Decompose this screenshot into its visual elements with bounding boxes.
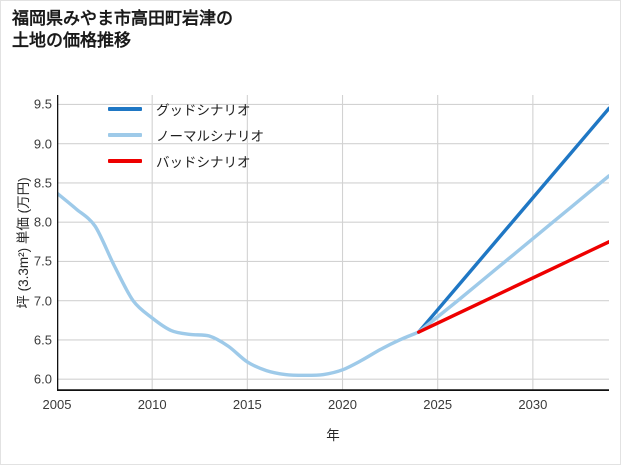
y-axis-tick-label: 7.0 <box>33 293 52 309</box>
series-line <box>416 106 609 334</box>
x-axis-tick-label: 2010 <box>137 397 167 412</box>
legend-color-swatch <box>108 133 142 137</box>
y-axis-tick-label: 8.0 <box>33 214 52 230</box>
chart-legend: グッドシナリオ ノーマルシナリオ バッドシナリオ <box>108 96 308 174</box>
x-axis-tick-label: 2015 <box>232 397 262 412</box>
y-axis-title: 坪 (3.3m²) 単価 (万円) <box>0 0 31 308</box>
y-axis-tick-label: 9.5 <box>33 96 52 112</box>
legend-color-swatch <box>108 107 142 111</box>
legend-color-swatch <box>108 159 142 163</box>
y-axis-tick-label: 9.0 <box>33 136 52 152</box>
legend-item[interactable]: グッドシナリオ <box>108 96 308 122</box>
legend-item-label: グッドシナリオ <box>156 103 251 118</box>
y-axis-tick-label: 6.5 <box>33 332 52 348</box>
x-axis-tick-labels: 2005 2010 2015 2020 2025 2030 <box>43 397 609 417</box>
x-axis-tick-label: 2030 <box>518 397 548 412</box>
gridlines <box>57 95 609 391</box>
y-axis-tick-label: 7.5 <box>33 253 52 269</box>
y-axis-tick-label: 8.5 <box>33 175 52 191</box>
x-axis-tick-label: 2005 <box>42 397 72 412</box>
series-lines <box>57 106 609 378</box>
plot-svg <box>57 95 609 391</box>
series-line <box>416 240 609 334</box>
legend-item-label: ノーマルシナリオ <box>156 129 264 144</box>
series-line <box>416 174 609 334</box>
y-axis-tick-label: 6.0 <box>33 371 52 387</box>
plot-area <box>57 95 609 391</box>
legend-item[interactable]: バッドシナリオ <box>108 148 308 174</box>
x-axis-tick-label: 2025 <box>423 397 453 412</box>
legend-item[interactable]: ノーマルシナリオ <box>108 122 308 148</box>
x-axis-tick-label: 2020 <box>328 397 357 412</box>
legend-item-label: バッドシナリオ <box>156 155 251 170</box>
series-line <box>57 191 421 378</box>
y-axis-tick-labels: 6.0 6.5 7.0 7.5 8.0 8.5 9.0 9.5 <box>4 95 52 391</box>
x-axis-title: 年 <box>326 428 340 443</box>
chart-title: 福岡県みやま市高田町岩津の 土地の価格推移 <box>12 9 233 51</box>
